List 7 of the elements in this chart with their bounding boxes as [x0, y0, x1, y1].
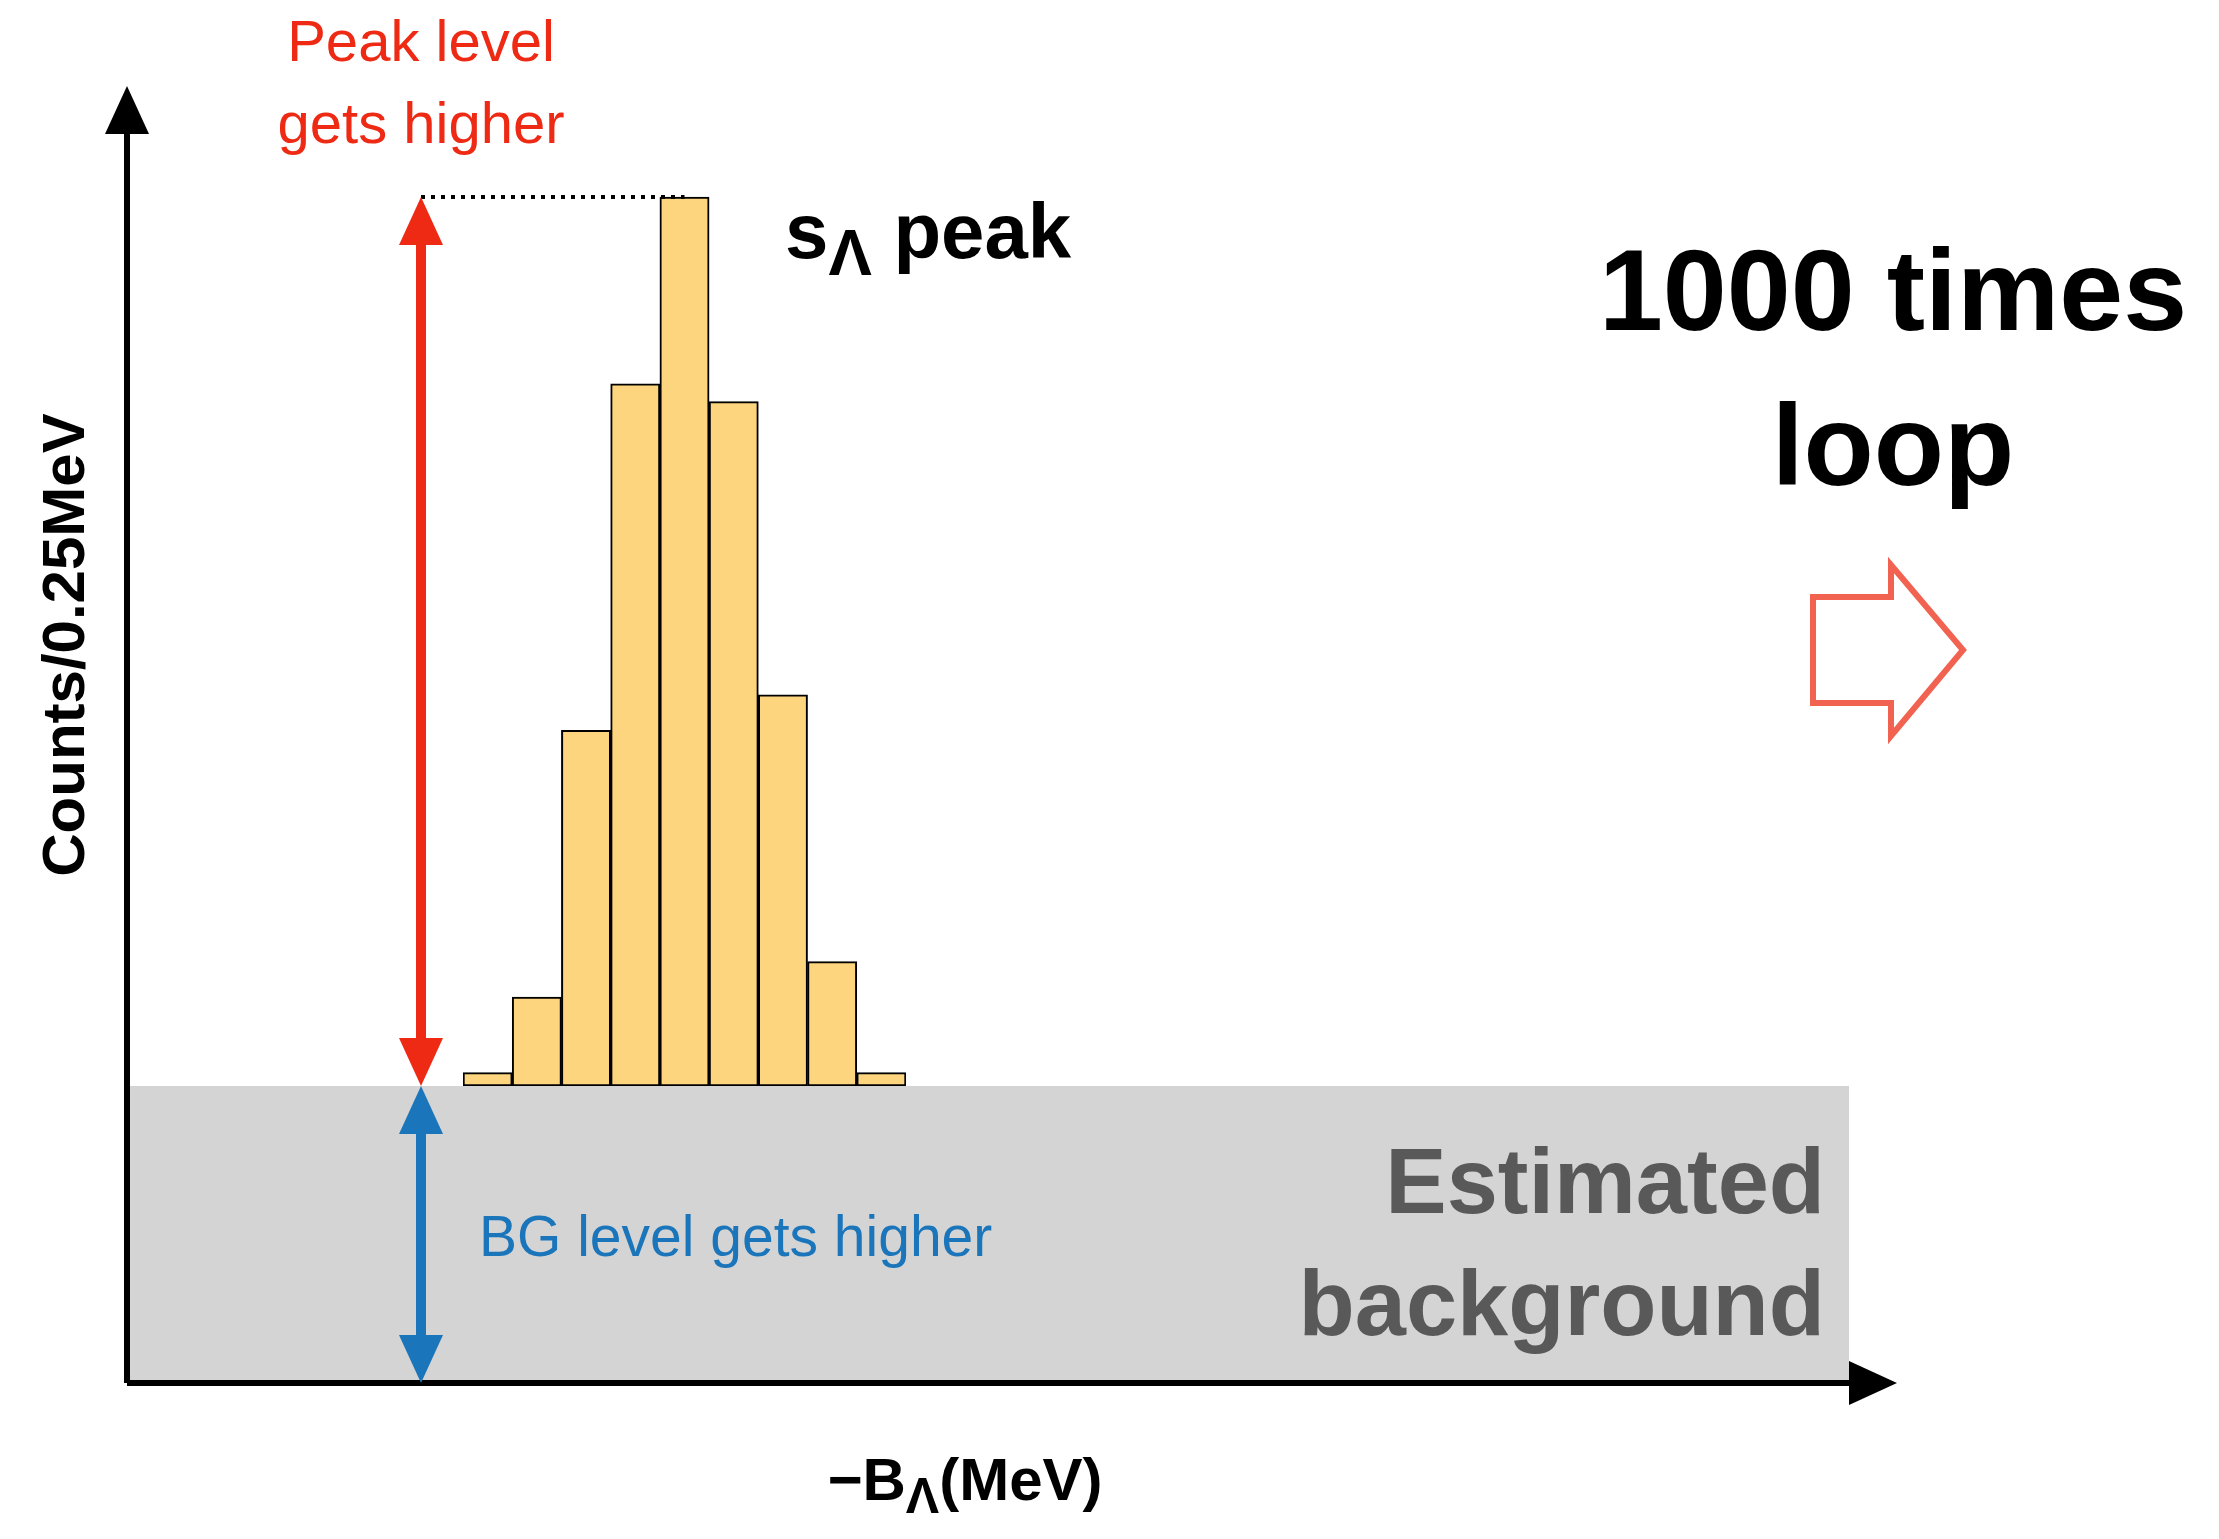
text: 1000 times loop — [1597, 225, 2189, 511]
text: Estimated background — [1297, 1129, 1825, 1356]
text: −B$_{Λ}$(MeV) — [826, 1445, 1104, 1526]
text: Peak level gets higher — [276, 7, 566, 157]
text: Counts/0.25MeV — [29, 412, 98, 879]
annotation: s$_{Λ}$ peak — [785, 187, 1072, 291]
text: BG level gets higher — [479, 1204, 993, 1268]
